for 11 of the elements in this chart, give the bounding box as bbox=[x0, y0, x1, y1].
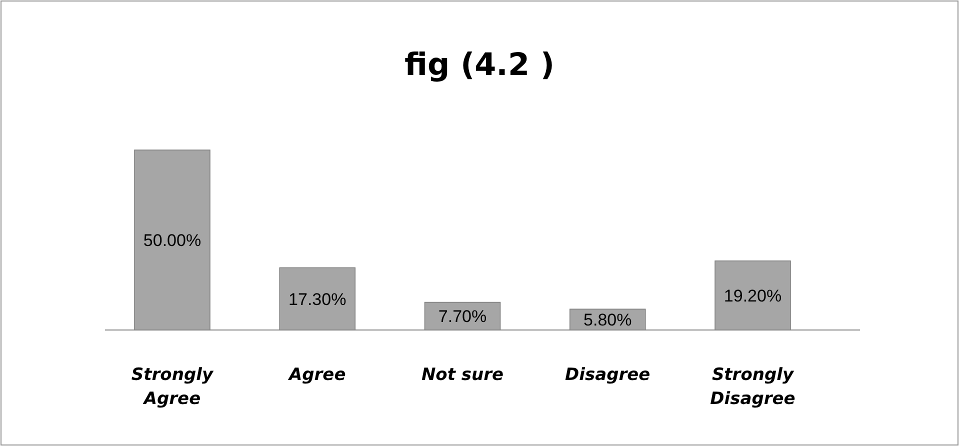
x-tick-label: Not sure bbox=[421, 365, 504, 385]
data-label: 7.70% bbox=[438, 307, 487, 326]
data-label: 5.80% bbox=[584, 310, 632, 330]
data-label: 19.20% bbox=[724, 286, 782, 306]
x-tick-label: Agree bbox=[286, 365, 346, 385]
data-label: 50.00% bbox=[143, 231, 202, 250]
x-tick-label: Disagree bbox=[565, 365, 650, 385]
x-tick-label: Strongly Agree bbox=[131, 365, 214, 409]
x-tick-label: Strongly Disagree bbox=[710, 365, 796, 409]
data-label: 17.30% bbox=[288, 290, 346, 309]
chart-title: fig (4.2 ) bbox=[404, 47, 555, 83]
